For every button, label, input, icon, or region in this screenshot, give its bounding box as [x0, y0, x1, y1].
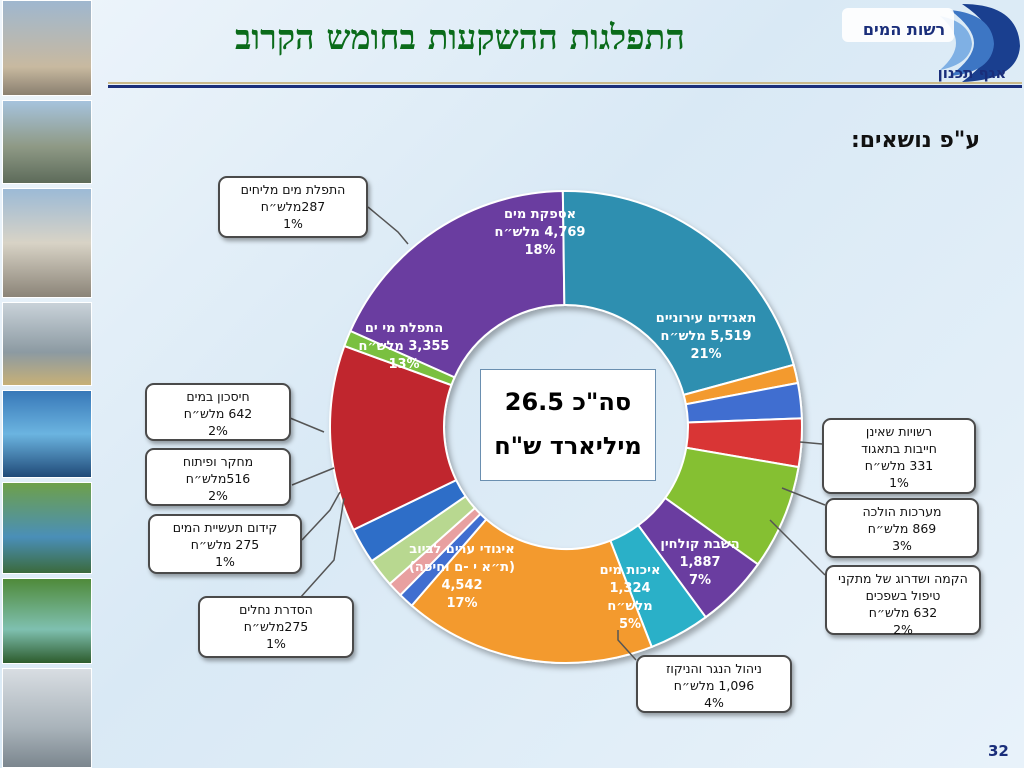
subtitle: ע"פ נושאים: [850, 128, 980, 153]
water-authority-logo [842, 4, 1020, 82]
callout-brackish-desalination: התפלת מים מליחים 287מלש״ח 1% [218, 176, 368, 238]
logo-name: רשות המים [862, 20, 946, 39]
inner-label-1: תאגידים עירוניים 5,519 מלש״ח 21% [656, 311, 756, 362]
callout-research: מחקר ופיתוח 516מלש״ח 2% [145, 448, 291, 506]
donut-inner-labels: אספקת מים 4,769 מלש״ח 18% תאגידים עירוניים 5… [359, 207, 757, 632]
leader-research [291, 467, 335, 486]
inner-label-0: אספקת מים 4,769 מלש״ח 18% [495, 207, 586, 258]
slice-0 [349, 190, 566, 379]
thumb-pipes-hall [2, 302, 92, 386]
header-rule [108, 82, 1022, 88]
thumb-power-plant [2, 0, 92, 96]
callout-streams: הסדרת נחלים 275מלש״ח 1% [198, 596, 354, 658]
callout-water-saving: חיסכון במים 642 מלש״ח 2% [145, 383, 291, 441]
slice-8 [410, 517, 654, 664]
callout-wastewater-plants: הקמה ושדרוג של מתקני טיפול בשפכים 632 מלש״… [825, 565, 981, 637]
thumb-desalination-tower [2, 188, 92, 298]
callout-water-industry: קידום תעשיית המים 275 מלש״ח 1% [148, 514, 302, 574]
callout-authorities: רשויות שאינן חייבות בתאגוד 331 מלש״ח 1% [822, 418, 976, 494]
donut-slices [329, 190, 803, 664]
callout-runoff-drainage: ניהול הנגר והניקוז 1,096 מלש״ח 4% [636, 655, 792, 713]
thumb-river-forest [2, 578, 92, 664]
total-box: סה"כ 26.5 מיליארד ש"ח [480, 369, 656, 481]
thumb-waterfall [2, 390, 92, 478]
leader-saving [289, 417, 325, 433]
logo-department: אגף תכנון [937, 64, 1007, 82]
leader-conveyance [781, 487, 826, 506]
photo-sidebar [0, 0, 96, 768]
slice-1 [561, 190, 795, 397]
inner-label-2: השבת קולחין 1,887 7% [660, 537, 739, 588]
total-unit: מיליארד ש"ח [494, 432, 642, 460]
leader-industry [301, 491, 341, 541]
callout-conveyance: מערכות הולכה 869 מלש״ח 3% [825, 498, 979, 558]
thumb-tanks [2, 668, 92, 768]
thumb-treatment-ponds [2, 100, 92, 184]
page-number: 32 [988, 742, 1009, 760]
leader-streams [299, 497, 345, 599]
total-amount: סה"כ 26.5 [504, 388, 632, 416]
inner-label-4: איגודי ערים לביוב (ת״א י -ם וחיפה) 4,542 17… [409, 542, 515, 611]
inner-label-3: איכות מים 1,324 מלש״ח 5% [600, 563, 661, 632]
thumb-stream [2, 482, 92, 574]
leader-treatment [769, 519, 826, 576]
inner-label-5: התפלת מי ים 3,355 מלש״ח 13% [359, 321, 450, 372]
slice-14 [343, 329, 456, 387]
leader-authorities [799, 441, 823, 445]
leader-runoff [617, 630, 637, 661]
leader-brackish [367, 206, 409, 245]
slide-title: התפלגות ההשקעות בחומש הקרוב [235, 18, 685, 58]
callout-leader-lines [289, 206, 826, 661]
